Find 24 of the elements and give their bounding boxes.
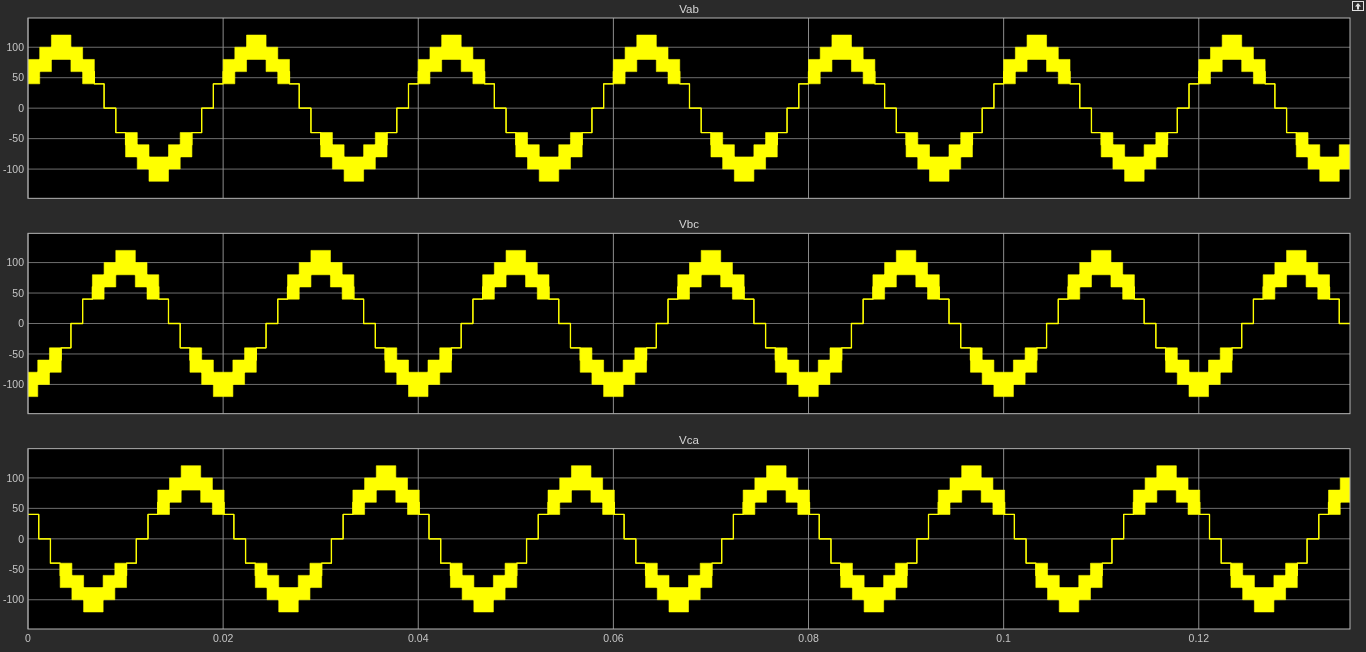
y-tick-label: 50 (12, 502, 25, 515)
x-tick-label: 0.02 (212, 632, 234, 644)
y-tick-label: -100 (2, 378, 25, 391)
y-tick-label: -100 (2, 162, 25, 175)
y-tick-label: -50 (8, 132, 25, 145)
y-tick-label: 100 (6, 40, 25, 53)
y-tick-label: 50 (12, 71, 25, 84)
x-tick-label: 0.08 (798, 632, 819, 644)
y-tick-label: -50 (8, 347, 25, 360)
y-tick-label: 100 (6, 256, 25, 269)
x-tick-label: 0.04 (408, 632, 429, 644)
y-tick-label: 100 (6, 471, 25, 484)
chart-title: Vab (679, 3, 699, 15)
x-tick-label: 0.1 (996, 632, 1012, 644)
y-tick-label: -50 (8, 562, 25, 575)
y-tick-label: 0 (18, 532, 25, 545)
chart-title: Vca (679, 433, 700, 446)
y-tick-label: -100 (2, 593, 25, 606)
y-tick-label: 0 (18, 101, 25, 114)
x-tick-label: 0.12 (1188, 632, 1210, 644)
y-tick-label: 0 (18, 317, 25, 330)
chart-title: Vbc (679, 218, 700, 231)
x-tick-label: 0.06 (603, 632, 624, 644)
y-tick-label: 50 (12, 286, 25, 299)
